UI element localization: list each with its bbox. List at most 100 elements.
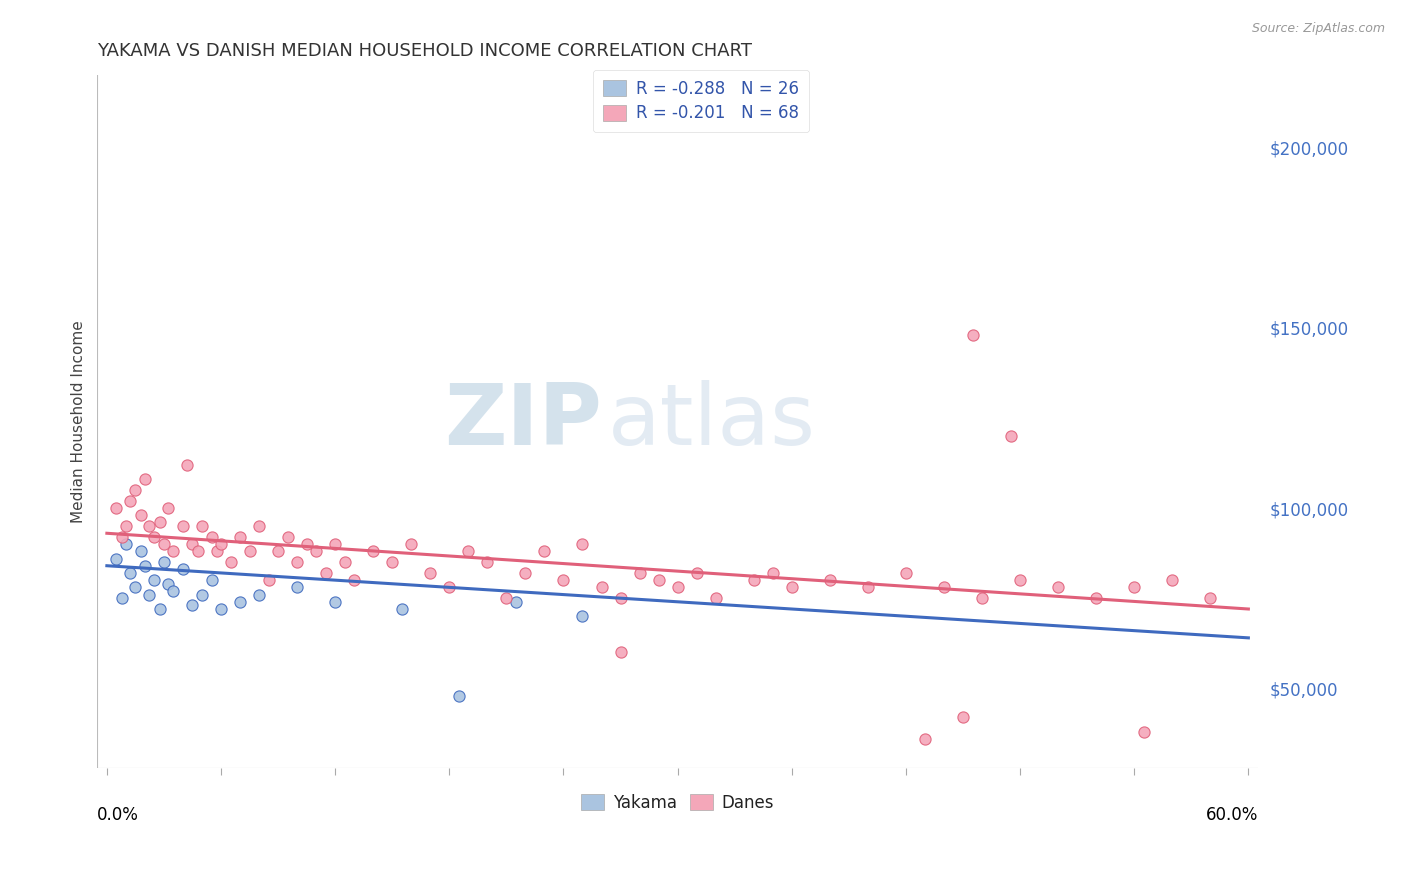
Point bbox=[1085, 591, 1108, 606]
Point bbox=[962, 327, 984, 342]
Point bbox=[111, 530, 134, 544]
Point bbox=[447, 689, 470, 703]
Point bbox=[149, 516, 172, 530]
Point bbox=[124, 483, 146, 497]
Point bbox=[134, 472, 156, 486]
Point bbox=[1132, 724, 1154, 739]
Point bbox=[172, 519, 194, 533]
Point bbox=[914, 731, 936, 746]
Point bbox=[495, 591, 517, 606]
Point bbox=[477, 555, 499, 569]
Point bbox=[153, 537, 176, 551]
Point bbox=[176, 458, 198, 472]
Point bbox=[1161, 573, 1184, 587]
Point bbox=[129, 544, 152, 558]
Point bbox=[533, 544, 555, 558]
Point bbox=[704, 591, 727, 606]
Point bbox=[856, 580, 879, 594]
Point bbox=[295, 537, 318, 551]
Text: 0.0%: 0.0% bbox=[97, 805, 139, 824]
Point bbox=[315, 566, 337, 580]
Point bbox=[124, 580, 146, 594]
Point bbox=[115, 519, 138, 533]
Point bbox=[762, 566, 785, 580]
Legend: Yakama, Danes: Yakama, Danes bbox=[575, 787, 780, 818]
Point bbox=[229, 595, 252, 609]
Point bbox=[209, 537, 232, 551]
Point bbox=[818, 573, 841, 587]
Point bbox=[609, 591, 631, 606]
Point bbox=[162, 584, 184, 599]
Point bbox=[742, 573, 765, 587]
Text: atlas: atlas bbox=[607, 380, 815, 463]
Point bbox=[129, 508, 152, 523]
Point bbox=[191, 519, 214, 533]
Point bbox=[209, 602, 232, 616]
Point bbox=[257, 573, 280, 587]
Point bbox=[138, 588, 160, 602]
Point bbox=[162, 544, 184, 558]
Point bbox=[391, 602, 413, 616]
Point bbox=[714, 104, 737, 119]
Point bbox=[191, 588, 214, 602]
Point bbox=[970, 591, 993, 606]
Point bbox=[118, 493, 141, 508]
Point bbox=[200, 573, 222, 587]
Point bbox=[238, 544, 260, 558]
Point bbox=[571, 609, 593, 624]
Point bbox=[419, 566, 441, 580]
Point bbox=[894, 566, 917, 580]
Point bbox=[457, 544, 479, 558]
Point bbox=[134, 558, 156, 573]
Text: ZIP: ZIP bbox=[444, 380, 602, 463]
Point bbox=[628, 566, 651, 580]
Point bbox=[1123, 580, 1146, 594]
Point bbox=[553, 573, 575, 587]
Point bbox=[149, 602, 172, 616]
Point bbox=[439, 580, 461, 594]
Point bbox=[780, 580, 803, 594]
Point bbox=[323, 537, 346, 551]
Text: Source: ZipAtlas.com: Source: ZipAtlas.com bbox=[1251, 22, 1385, 36]
Text: 60.0%: 60.0% bbox=[1205, 805, 1258, 824]
Point bbox=[267, 544, 290, 558]
Point bbox=[666, 580, 689, 594]
Point bbox=[143, 530, 166, 544]
Point bbox=[172, 562, 194, 576]
Point bbox=[1047, 580, 1070, 594]
Point bbox=[115, 537, 138, 551]
Point bbox=[187, 544, 209, 558]
Point bbox=[285, 580, 308, 594]
Point bbox=[591, 580, 613, 594]
Point bbox=[219, 555, 242, 569]
Point bbox=[247, 519, 270, 533]
Point bbox=[181, 537, 204, 551]
Point bbox=[277, 530, 299, 544]
Point bbox=[105, 551, 128, 566]
Point bbox=[118, 566, 141, 580]
Text: YAKAMA VS DANISH MEDIAN HOUSEHOLD INCOME CORRELATION CHART: YAKAMA VS DANISH MEDIAN HOUSEHOLD INCOME… bbox=[97, 42, 752, 60]
Point bbox=[156, 501, 179, 516]
Point bbox=[1010, 573, 1032, 587]
Point bbox=[205, 544, 228, 558]
Point bbox=[401, 537, 423, 551]
Point bbox=[932, 580, 955, 594]
Point bbox=[153, 555, 176, 569]
Point bbox=[1000, 429, 1022, 443]
Point bbox=[609, 645, 631, 659]
Point bbox=[952, 710, 974, 724]
Point bbox=[515, 566, 537, 580]
Point bbox=[156, 576, 179, 591]
Point bbox=[685, 566, 707, 580]
Point bbox=[571, 537, 593, 551]
Point bbox=[143, 573, 166, 587]
Point bbox=[647, 573, 669, 587]
Y-axis label: Median Household Income: Median Household Income bbox=[72, 320, 86, 523]
Point bbox=[229, 530, 252, 544]
Point bbox=[361, 544, 384, 558]
Point bbox=[247, 588, 270, 602]
Point bbox=[200, 530, 222, 544]
Point bbox=[381, 555, 404, 569]
Point bbox=[1199, 591, 1222, 606]
Point bbox=[305, 544, 328, 558]
